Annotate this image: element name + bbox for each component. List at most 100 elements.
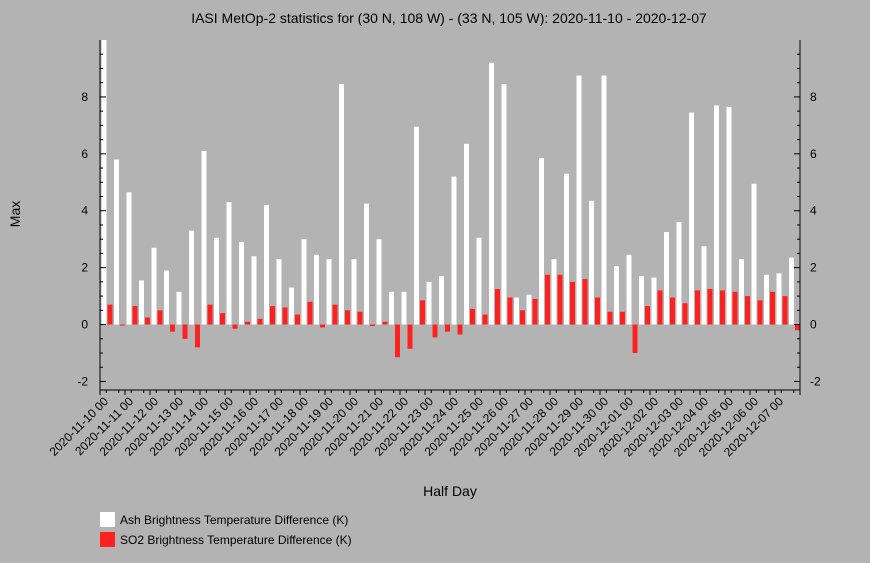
y-tick-label-right: -2 — [810, 374, 821, 388]
so2-bar — [120, 324, 125, 326]
ash-bar — [714, 105, 719, 325]
ash-bar — [651, 277, 657, 325]
so2-bar — [470, 308, 475, 325]
so2-bar — [320, 324, 325, 328]
bars-group — [101, 40, 800, 358]
ash-bar — [451, 176, 457, 325]
ash-bar — [726, 106, 732, 325]
ash-bar — [151, 247, 157, 325]
ash-bar — [201, 150, 207, 325]
so2-bar — [620, 311, 625, 325]
so2-bar — [545, 274, 550, 325]
ash-bar — [214, 237, 219, 325]
ash-bar — [476, 237, 482, 325]
ash-bar — [664, 232, 669, 325]
y-tick-label-left: 6 — [81, 147, 88, 161]
ash-bar — [139, 280, 144, 325]
ash-bar — [526, 294, 532, 325]
legend-item-so2: SO2 Brightness Temperature Difference (K… — [100, 532, 352, 547]
so2-bar — [370, 324, 375, 326]
so2-bar — [445, 324, 450, 332]
ash-bar — [576, 75, 582, 325]
y-tick-label-left: 0 — [81, 318, 88, 332]
ash-bar — [564, 173, 569, 325]
legend-label-ash: Ash Brightness Temperature Difference (K… — [120, 512, 349, 527]
y-tick-label-right: 2 — [810, 261, 817, 275]
so2-bar — [332, 304, 338, 325]
so2-bar — [170, 324, 175, 332]
ash-bar — [264, 205, 269, 325]
ash-bar — [101, 40, 107, 325]
so2-bar — [245, 321, 250, 325]
ash-bar — [226, 202, 232, 325]
so2-bar — [407, 324, 413, 349]
ash-bar — [689, 112, 694, 325]
ash-bar — [626, 254, 632, 325]
ash-bar — [539, 158, 544, 325]
ash-bar — [701, 246, 707, 325]
ash-bar — [676, 222, 682, 325]
ash-bar — [251, 256, 257, 325]
so2-bar — [420, 300, 425, 325]
ash-bar — [601, 75, 607, 325]
ash-bar — [639, 276, 644, 325]
so2-bar — [257, 318, 263, 325]
ash-bar — [126, 192, 132, 325]
so2-bar — [395, 324, 400, 358]
so2-bar — [557, 274, 563, 325]
so2-bar — [757, 300, 763, 325]
ash-bar — [176, 291, 182, 325]
ash-bar — [376, 239, 382, 325]
ash-bar — [614, 266, 619, 325]
legend-label-so2: SO2 Brightness Temperature Difference (K… — [120, 532, 352, 547]
so2-bar — [770, 291, 775, 325]
ash-bar — [789, 257, 794, 325]
so2-bar — [732, 291, 738, 325]
ash-bar — [326, 259, 332, 325]
ash-bar — [589, 200, 594, 325]
ash-bar — [301, 239, 307, 325]
so2-bar — [532, 298, 538, 325]
so2-bar — [295, 314, 300, 325]
ash-bar — [389, 291, 394, 325]
ash-bar — [414, 126, 419, 325]
ash-bar — [776, 273, 782, 325]
legend-swatch-so2 — [100, 532, 115, 547]
so2-bar — [607, 311, 613, 325]
so2-bar — [745, 296, 750, 325]
y-tick-label-right: 0 — [810, 318, 817, 332]
so2-bar — [132, 306, 138, 325]
so2-bar — [507, 297, 513, 325]
so2-bar — [795, 324, 800, 331]
so2-bar — [495, 288, 500, 325]
so2-bar — [232, 324, 238, 329]
ash-bar — [351, 259, 357, 325]
so2-bar — [195, 324, 200, 348]
ash-bar — [551, 259, 557, 325]
ash-bar — [764, 274, 769, 325]
y-tick-label-right: 4 — [810, 204, 817, 218]
ash-bar — [514, 297, 519, 325]
so2-bar — [457, 324, 463, 335]
ash-bar — [464, 143, 469, 325]
so2-bar — [382, 321, 388, 325]
so2-bar — [157, 310, 163, 325]
so2-bar — [357, 311, 363, 325]
ash-bar — [364, 203, 369, 325]
ash-bar — [339, 84, 344, 325]
so2-bar — [182, 324, 188, 339]
so2-bar — [520, 310, 525, 325]
y-tick-label-left: 2 — [81, 261, 88, 275]
ash-bar — [276, 259, 282, 325]
so2-bar — [345, 310, 350, 325]
ash-bar — [189, 230, 194, 325]
y-tick-label-left: 8 — [81, 90, 88, 104]
ash-bar — [489, 62, 494, 325]
so2-bar — [632, 324, 638, 354]
y-axis-label: Max — [7, 201, 23, 227]
legend-swatch-ash — [100, 512, 115, 527]
y-tick-label-right: 6 — [810, 147, 817, 161]
so2-bar — [282, 307, 288, 325]
chart-title: IASI MetOp-2 statistics for (30 N, 108 W… — [191, 10, 707, 26]
